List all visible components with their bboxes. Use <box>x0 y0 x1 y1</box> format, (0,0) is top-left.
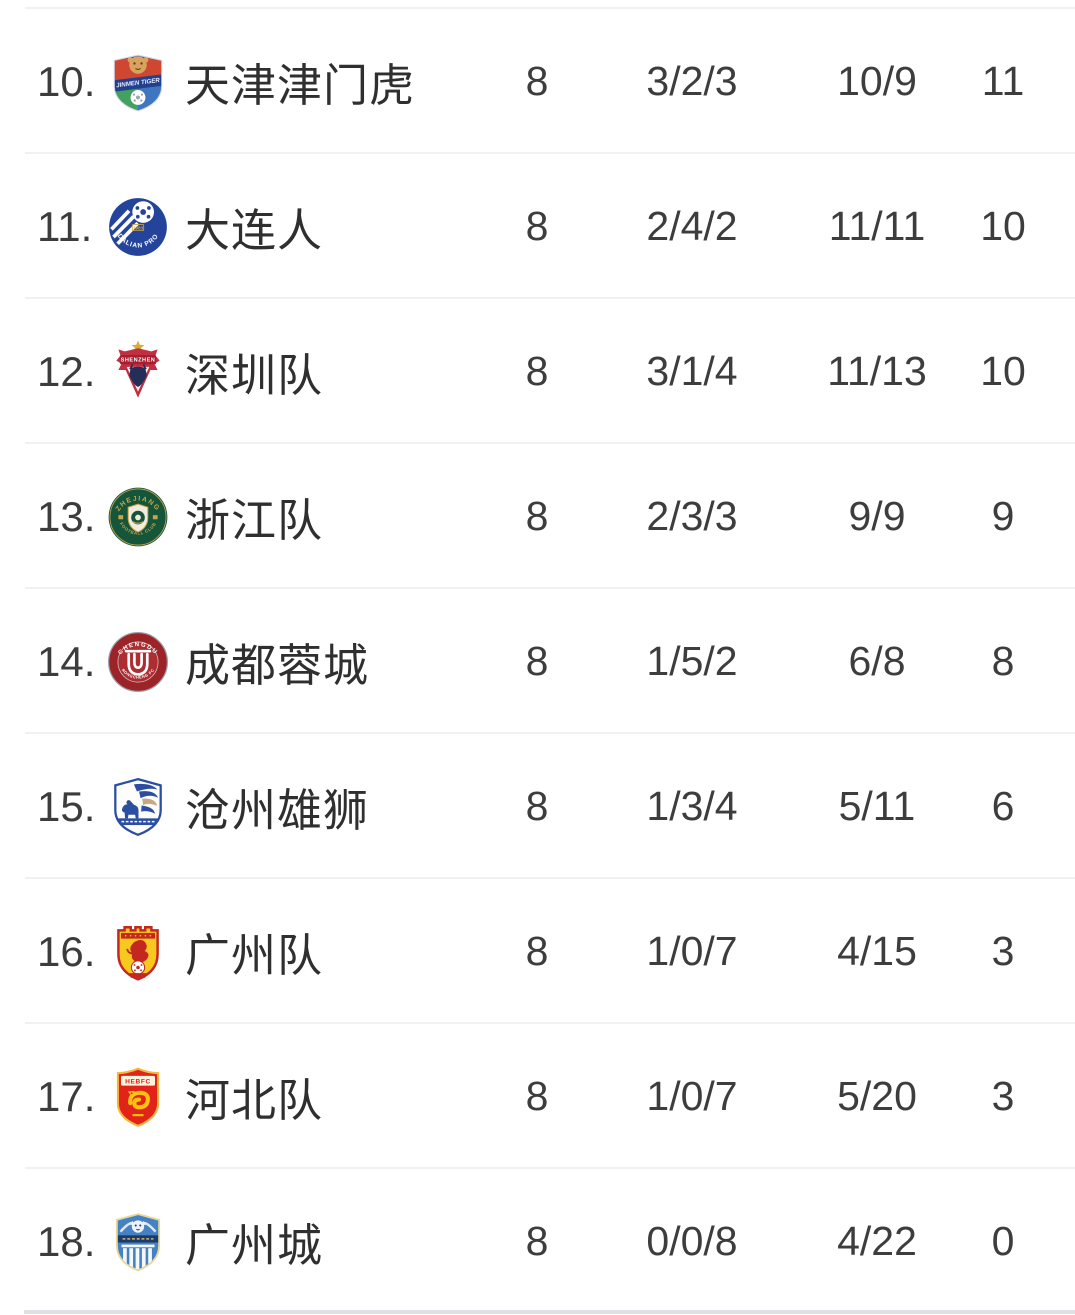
goals-for-against: 11/13 <box>827 348 927 394</box>
team-name: 大连人 <box>185 205 324 256</box>
win-draw-loss: 2/3/3 <box>646 493 738 539</box>
played-count: 8 <box>525 783 549 829</box>
rank-label: 18. <box>37 1217 96 1265</box>
dalian-pro-logo <box>105 192 171 262</box>
goals-for-against: 10/9 <box>837 58 917 104</box>
played-count: 8 <box>525 638 549 684</box>
win-draw-loss: 1/0/7 <box>646 1073 738 1119</box>
win-draw-loss: 1/0/7 <box>646 928 738 974</box>
win-draw-loss: 1/3/4 <box>646 783 738 829</box>
points-value: 6 <box>991 783 1015 829</box>
played-count: 8 <box>525 493 549 539</box>
played-count: 8 <box>525 58 549 104</box>
played-count: 8 <box>525 1073 549 1119</box>
top-divider <box>25 7 1075 9</box>
rank-label: 17. <box>37 1072 96 1120</box>
table-row[interactable]: 13. 浙江队 8 2/3/3 9/9 9 <box>0 444 1075 589</box>
rank-label: 14. <box>37 637 96 685</box>
win-draw-loss: 1/5/2 <box>646 638 738 684</box>
points-value: 3 <box>991 1073 1015 1119</box>
goals-for-against: 5/20 <box>837 1073 917 1119</box>
rank-label: 12. <box>37 347 96 395</box>
table-row[interactable]: 15. 沧州雄狮 8 1/3/4 5/11 6 <box>0 734 1075 879</box>
rank-label: 11. <box>37 202 93 250</box>
table-row[interactable]: 18. 广州城 8 0/0/8 4/22 0 <box>0 1169 1075 1314</box>
played-count: 8 <box>525 1218 549 1264</box>
rank-label: 13. <box>37 492 96 540</box>
table-row[interactable]: 17. 河北队 8 1/0/7 5/20 3 <box>0 1024 1075 1169</box>
rank-label: 10. <box>37 57 96 105</box>
team-name: 浙江队 <box>185 495 324 546</box>
goals-for-against: 5/11 <box>838 783 916 829</box>
points-value: 3 <box>991 928 1015 974</box>
guangzhou-city-logo <box>105 1207 171 1277</box>
team-name: 广州城 <box>185 1220 324 1271</box>
rank-label: 16. <box>37 927 96 975</box>
points-value: 10 <box>980 203 1026 249</box>
zhejiang-fc-logo <box>105 482 171 552</box>
goals-for-against: 4/15 <box>837 928 917 974</box>
team-name: 广州队 <box>185 930 324 981</box>
win-draw-loss: 3/2/3 <box>646 58 738 104</box>
points-value: 0 <box>991 1218 1015 1264</box>
goals-for-against: 6/8 <box>848 638 906 684</box>
goals-for-against: 9/9 <box>848 493 906 539</box>
table-row[interactable]: 11. 大连人 8 2/4/2 11/11 10 <box>0 154 1075 299</box>
table-row[interactable]: 12. 深圳队 8 3/1/4 11/13 10 <box>0 299 1075 444</box>
table-row[interactable]: 10. 天津津门虎 8 3/2/3 10/9 11 <box>0 9 1075 154</box>
team-name: 深圳队 <box>185 350 324 401</box>
points-value: 11 <box>981 58 1025 104</box>
win-draw-loss: 3/1/4 <box>646 348 738 394</box>
hebei-fc-logo <box>105 1062 171 1132</box>
points-value: 8 <box>991 638 1015 684</box>
rank-label: 15. <box>37 782 96 830</box>
win-draw-loss: 2/4/2 <box>646 203 738 249</box>
goals-for-against: 11/11 <box>828 203 926 249</box>
points-value: 9 <box>991 493 1015 539</box>
cangzhou-mighty-lions-logo <box>105 772 171 842</box>
played-count: 8 <box>525 348 549 394</box>
points-value: 10 <box>980 348 1026 394</box>
team-name: 天津津门虎 <box>185 60 416 111</box>
table-row[interactable]: 16. 广州队 8 1/0/7 4/15 3 <box>0 879 1075 1024</box>
table-row[interactable]: 14. 成都蓉城 8 1/5/2 6/8 8 <box>0 589 1075 734</box>
win-draw-loss: 0/0/8 <box>646 1218 738 1264</box>
team-name: 成都蓉城 <box>185 640 370 691</box>
goals-for-against: 4/22 <box>837 1218 917 1264</box>
team-name: 河北队 <box>185 1075 324 1126</box>
played-count: 8 <box>525 203 549 249</box>
chengdu-rongcheng-logo <box>105 627 171 697</box>
guangzhou-fc-logo <box>105 917 171 987</box>
team-name: 沧州雄狮 <box>185 785 370 836</box>
played-count: 8 <box>525 928 549 974</box>
standings-table: 10. 天津津门虎 8 3/2/3 10/9 11 11. 大连人 8 2/4/… <box>0 9 1075 1314</box>
shenzhen-fc-logo <box>105 337 171 407</box>
tianjin-jinmen-tiger-logo <box>105 47 171 117</box>
